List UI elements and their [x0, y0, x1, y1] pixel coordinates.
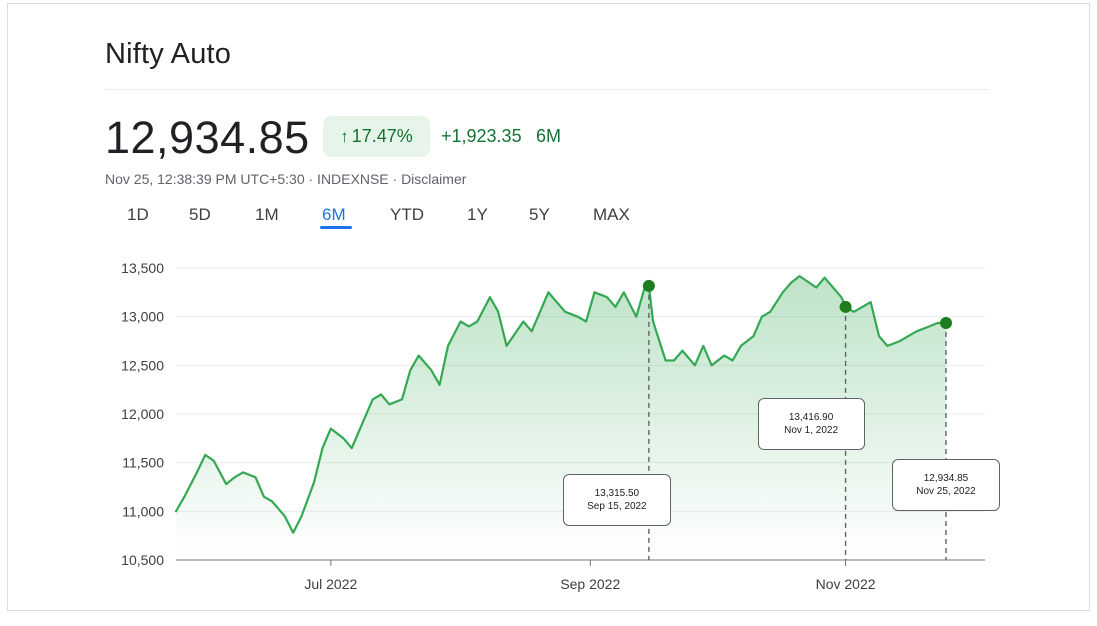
y-axis-labels: 10,500 11,000 11,500 12,000 12,500 13,000 13,5… [121, 260, 164, 568]
change-period: 6M [536, 126, 562, 146]
y-tick-label: 13,000 [121, 309, 164, 325]
x-tick-label: Jul 2022 [304, 576, 357, 592]
tab-max[interactable]: MAX [593, 205, 630, 224]
tab-6m[interactable]: 6M [322, 205, 346, 224]
annotation-value: 12,934.85 [923, 473, 969, 484]
page-title: Nifty Auto [105, 38, 232, 70]
x-axis: Jul 2022 Sep 2022 Nov 2022 [304, 560, 876, 592]
x-tick-label: Nov 2022 [816, 576, 876, 592]
annotation-value: 13,315.50 [594, 488, 640, 499]
y-tick-label: 12,000 [121, 406, 164, 422]
price-area [176, 276, 946, 560]
tab-1m[interactable]: 1M [255, 205, 279, 224]
annotation-value: 13,416.90 [788, 412, 834, 423]
annotation-marker [642, 279, 655, 292]
annotation-marker [940, 316, 952, 329]
annotation-tooltip: 13,315.50 Sep 15, 2022 [562, 474, 671, 526]
annotation-date: Sep 15, 2022 [587, 501, 647, 512]
annotation-markers [642, 279, 952, 329]
title-divider [105, 89, 989, 90]
arrow-up-icon: ↑ [340, 126, 349, 146]
tab-ytd[interactable]: YTD [390, 205, 424, 224]
change-percent-badge: ↑ 17.47% [323, 116, 430, 157]
active-tab-indicator [320, 226, 352, 229]
tab-1y[interactable]: 1Y [467, 205, 488, 224]
annotation-tooltip: 12,934.85 Nov 25, 2022 [892, 459, 1000, 511]
current-price: 12,934.85 [105, 112, 310, 163]
y-tick-label: 13,500 [121, 260, 164, 276]
annotation-tooltip: 13,416.90 Nov 1, 2022 [757, 398, 865, 450]
price-series [174, 275, 948, 560]
change-absolute: +1,923.35 [441, 126, 522, 146]
x-tick-label: Sep 2022 [560, 576, 620, 592]
tab-5d[interactable]: 5D [189, 205, 211, 224]
y-tick-label: 11,500 [122, 455, 164, 471]
annotation-date: Nov 25, 2022 [916, 486, 976, 497]
annotation-date: Nov 1, 2022 [784, 425, 839, 436]
quote-meta: Nov 25, 12:38:39 PM UTC+5:30 · INDEXNSE … [105, 171, 467, 187]
price-line [174, 275, 948, 534]
y-tick-label: 12,500 [121, 357, 164, 373]
y-tick-label: 10,500 [121, 552, 164, 568]
change-percent: 17.47% [351, 126, 413, 146]
annotation-marker [839, 300, 852, 313]
tab-1d[interactable]: 1D [127, 205, 149, 224]
y-tick-label: 11,000 [122, 503, 164, 519]
tab-5y[interactable]: 5Y [529, 205, 550, 224]
